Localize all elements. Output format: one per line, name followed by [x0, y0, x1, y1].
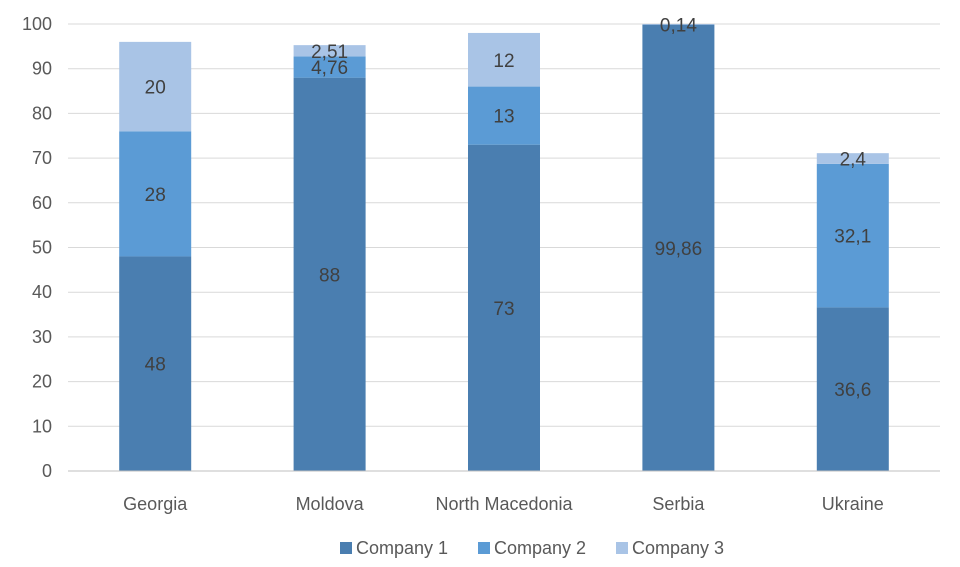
legend-swatch — [616, 542, 628, 554]
x-category-label: Serbia — [652, 494, 705, 514]
bar-segment — [293, 56, 366, 78]
bar-segment — [119, 131, 192, 257]
legend-swatch — [340, 542, 352, 554]
data-label: 12 — [493, 51, 514, 72]
data-label: 32,1 — [834, 227, 871, 248]
y-tick-label: 70 — [32, 148, 52, 168]
data-label: 48 — [145, 355, 166, 376]
bar-segment — [816, 163, 889, 308]
data-label: 20 — [145, 78, 166, 99]
legend-label: Company 3 — [632, 538, 724, 558]
bar-segment — [119, 256, 192, 471]
bar-segment — [293, 45, 366, 57]
legend: Company 1 Company 2 Company 3 — [340, 538, 724, 558]
y-tick-label: 10 — [32, 416, 52, 436]
x-axis-categories: Georgia Moldova North Macedonia Serbia Ukrai… — [123, 494, 884, 514]
x-category-label: Georgia — [123, 494, 188, 514]
data-label: 99,86 — [655, 239, 703, 260]
data-label: 36,6 — [834, 380, 871, 401]
data-labels: 48 28 20 88 4,762,51 73 13 12 99,86 0,14 36,6 32,1 2… — [145, 15, 872, 401]
y-tick-label: 30 — [32, 327, 52, 347]
data-label: 4,76 — [311, 58, 348, 79]
y-tick-label: 40 — [32, 282, 52, 302]
data-label: 73 — [493, 299, 514, 320]
data-label: 2,51 — [311, 42, 348, 63]
data-label: 0,14 — [660, 15, 697, 36]
y-axis-ticks: 0 10 20 30 40 50 60 70 80 90 100 — [22, 14, 52, 481]
bar-segment — [816, 307, 889, 471]
x-category-label: North Macedonia — [435, 494, 573, 514]
x-category-label: Ukraine — [822, 494, 884, 514]
bar-segment — [642, 24, 715, 472]
legend-label: Company 2 — [494, 538, 586, 558]
data-label: 88 — [319, 265, 340, 286]
data-label: 13 — [493, 107, 514, 128]
bars — [119, 24, 889, 472]
bar-segment — [468, 86, 540, 145]
y-tick-label: 20 — [32, 372, 52, 392]
bar-segment — [468, 32, 540, 87]
y-tick-label: 80 — [32, 103, 52, 123]
bar-segment — [119, 41, 192, 132]
x-category-label: Moldova — [296, 494, 365, 514]
legend-label: Company 1 — [356, 538, 448, 558]
data-label: 28 — [145, 185, 166, 206]
y-tick-label: 100 — [22, 14, 52, 34]
y-tick-label: 60 — [32, 193, 52, 213]
y-tick-label: 50 — [32, 238, 52, 258]
bar-segment — [642, 24, 715, 25]
y-tick-label: 90 — [32, 59, 52, 79]
data-label: 2,4 — [840, 150, 867, 171]
bar-segment — [468, 144, 540, 471]
bar-segment — [293, 77, 366, 471]
y-tick-label: 0 — [42, 461, 52, 481]
legend-swatch — [478, 542, 490, 554]
bar-segment — [816, 153, 889, 164]
